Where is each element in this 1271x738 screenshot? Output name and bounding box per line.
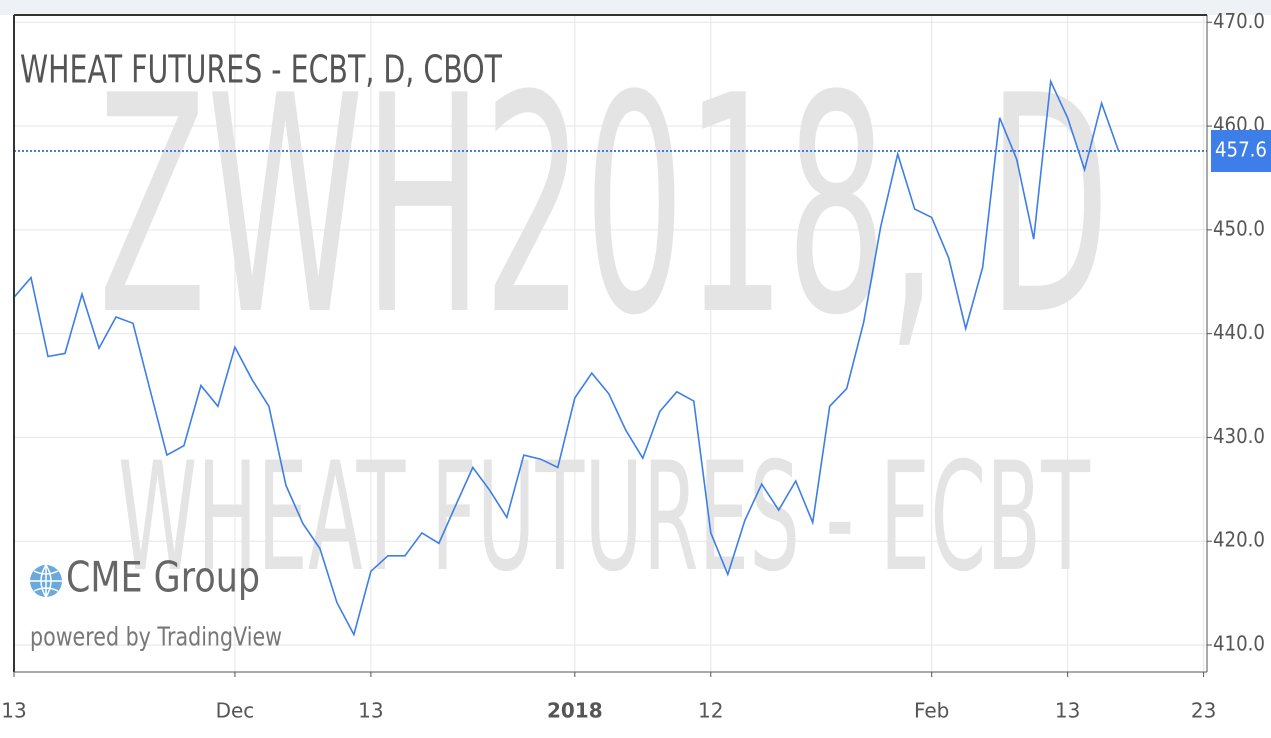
y-tick-label: 410.0 (1213, 632, 1265, 656)
x-tick-label: 13 (358, 699, 383, 723)
x-tick-label: 13 (1, 699, 26, 723)
watermark-subtitle: WHEAT FUTURES - ECBT (118, 431, 1091, 605)
marks (13, 78, 1207, 637)
x-tick-label: 23 (1191, 699, 1216, 723)
x-tick-label: Feb (914, 699, 949, 723)
last-price-label: 457.6 (1215, 137, 1267, 161)
last-price-box (1211, 129, 1271, 172)
price-line (13, 78, 1120, 637)
logo: CME Group (66, 553, 260, 602)
x-tick-label: 13 (1055, 699, 1080, 723)
top-bar (0, 0, 1271, 15)
y-tick-label: 440.0 (1213, 320, 1265, 344)
y-tick-label: 430.0 (1213, 424, 1265, 448)
chart-title: WHEAT FUTURES - ECBT, D, CBOT (20, 48, 503, 92)
x-tick-label: 2018 (547, 699, 603, 723)
credit: powered by TradingView (30, 623, 282, 653)
y-tick-label: 420.0 (1213, 528, 1265, 552)
y-tick-label: 450.0 (1213, 216, 1265, 240)
cme-globe (30, 564, 62, 598)
grid (13, 15, 1207, 672)
x-tick-label: Dec (216, 699, 255, 723)
watermark: ZWH2018, D (98, 32, 1110, 381)
x-tick-label: 12 (698, 699, 723, 723)
y-tick-label: 470.0 (1213, 9, 1265, 33)
